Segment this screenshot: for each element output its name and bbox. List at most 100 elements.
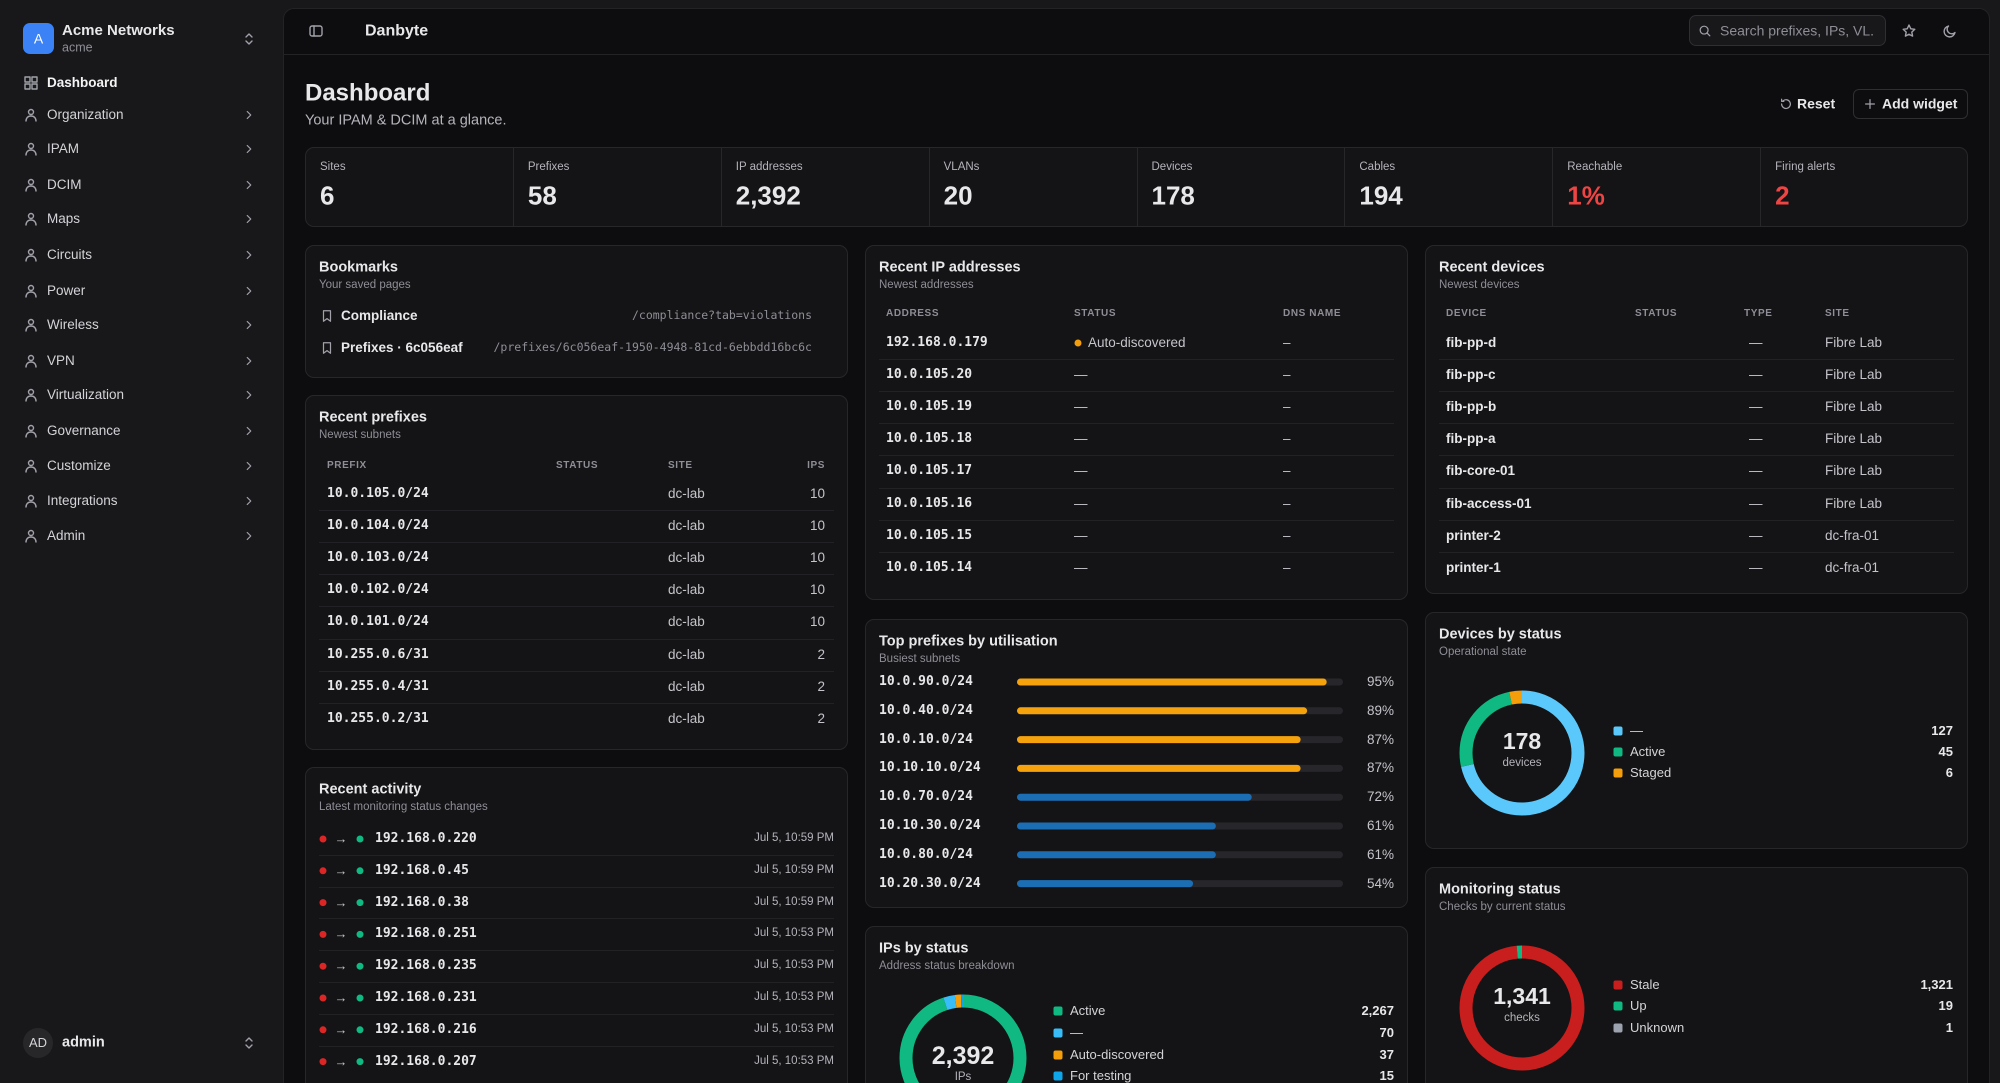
ip-address: 192.168.0.207: [375, 1053, 477, 1069]
dns-name: –: [1283, 495, 1291, 511]
row-divider: [319, 702, 834, 704]
device-site: Fibre Lab: [1825, 463, 1883, 479]
bar: [1017, 764, 1301, 772]
user-initials[interactable]: AD: [28, 1035, 48, 1051]
search-placeholder[interactable]: Search prefixes, IPs, VL.: [1720, 22, 1875, 39]
add-icon: [1863, 97, 1877, 116]
nav-item[interactable]: IPAM: [47, 140, 80, 156]
ip-count: 10: [809, 614, 825, 630]
prefix: 10.0.103.0/24: [327, 550, 429, 566]
device-type: —: [1749, 334, 1763, 350]
nav-item[interactable]: Governance: [47, 422, 121, 438]
bar: [1017, 793, 1252, 801]
bar-value-label: 87%: [1366, 760, 1394, 776]
bar-value-label: 89%: [1366, 702, 1394, 718]
legend-label: Staged: [1630, 765, 1672, 781]
nav-icon: [23, 493, 39, 514]
nav-item[interactable]: DCIM: [47, 176, 82, 192]
device-site: dc-fra-01: [1825, 559, 1880, 575]
device-name: fib-pp-b: [1446, 399, 1497, 415]
ip-status: Auto-discovered: [1088, 334, 1186, 350]
dns-name: –: [1283, 367, 1291, 382]
nav-item[interactable]: Wireless: [47, 316, 99, 332]
device-name: fib-pp-c: [1446, 367, 1496, 382]
nav-item[interactable]: VPN: [47, 352, 75, 368]
card-title: Devices by status: [1439, 626, 1562, 643]
ip-address: 10.0.105.15: [886, 527, 973, 543]
bookmark-name[interactable]: Prefixes · 6c056eaf: [341, 339, 463, 355]
stat-divider: [1760, 148, 1762, 226]
legend-swatch: [1613, 747, 1623, 757]
transition-arrow: →: [334, 990, 348, 1006]
stat-divider: [720, 148, 722, 226]
row-divider: [319, 918, 834, 920]
search-box[interactable]: [1689, 15, 1886, 46]
row-divider: [879, 359, 1394, 361]
column-header: TYPE: [1744, 308, 1773, 319]
device-site: Fibre Lab: [1825, 334, 1883, 350]
org-avatar[interactable]: [23, 23, 54, 54]
add-widget-button[interactable]: [1853, 89, 1968, 119]
card-title: IPs by status: [879, 940, 969, 957]
org-name[interactable]: Acme Networks: [62, 22, 175, 39]
legend-swatch: [1613, 1023, 1623, 1033]
ip-address: 192.168.0.235: [375, 958, 477, 974]
nav-item[interactable]: Circuits: [47, 246, 93, 262]
row-divider: [319, 574, 834, 576]
legend-swatch: [1613, 768, 1623, 778]
nav-item[interactable]: Customize: [47, 457, 111, 473]
timestamp: Jul 5, 10:53 PM: [754, 927, 834, 940]
site: dc-lab: [668, 550, 705, 566]
topbar-divider: [283, 54, 1990, 55]
stat-label: Cables: [1359, 161, 1396, 174]
nav-item[interactable]: Organization: [47, 106, 124, 122]
bookmark-path[interactable]: /prefixes/6c056eaf-1950-4948-81cd-6ebbdd…: [493, 340, 813, 355]
donut-segment: [1459, 690, 1585, 816]
status-from-dot: [319, 930, 327, 938]
stat-divider: [512, 148, 514, 226]
donut-total: 178: [1502, 728, 1542, 755]
legend-label: Active: [1630, 744, 1666, 760]
reset-label[interactable]: Reset: [1797, 95, 1836, 112]
donut-segment: [899, 994, 1027, 1083]
timestamp: Jul 5, 10:59 PM: [754, 895, 834, 908]
nav-item[interactable]: Integrations: [47, 492, 118, 508]
ip-count: 2: [817, 710, 825, 726]
add-widget-label[interactable]: Add widget: [1882, 95, 1958, 112]
dns-name: –: [1283, 527, 1291, 543]
status-from-dot: [319, 994, 327, 1002]
status-to-dot: [356, 1058, 364, 1066]
row-divider: [879, 455, 1394, 457]
bookmark-path[interactable]: /compliance?tab=violations: [631, 308, 812, 323]
nav-chevron: [242, 178, 256, 197]
bar-label: 10.0.70.0/24: [879, 789, 973, 805]
legend-swatch: [1053, 1071, 1063, 1081]
nav-item[interactable]: Virtualization: [47, 386, 125, 402]
org-initial[interactable]: A: [33, 30, 44, 47]
theme-button: [1942, 23, 1958, 44]
page-title: Dashboard: [305, 79, 431, 107]
legend-value: 6: [1945, 765, 1953, 781]
legend-label: —: [1630, 723, 1643, 739]
stat-value: 6: [320, 180, 335, 211]
bookmark-name[interactable]: Compliance: [341, 307, 418, 323]
row-divider: [319, 886, 834, 888]
legend-label: Stale: [1630, 977, 1660, 993]
bar: [1017, 880, 1194, 888]
row-divider: [879, 391, 1394, 393]
device-site: Fibre Lab: [1825, 495, 1883, 511]
org-switch: [241, 31, 257, 52]
bar: [1017, 736, 1301, 744]
nav-item[interactable]: Dashboard: [47, 74, 118, 90]
legend-value: 70: [1379, 1025, 1394, 1041]
legend-label: —: [1070, 1025, 1083, 1041]
nav-item[interactable]: Power: [47, 282, 86, 298]
user-name[interactable]: admin: [62, 1034, 105, 1051]
nav-item[interactable]: Admin: [47, 527, 86, 543]
bar-label: 10.0.10.0/24: [879, 731, 973, 747]
status-to-dot: [356, 994, 364, 1002]
timestamp: Jul 5, 10:53 PM: [754, 959, 834, 972]
nav-item[interactable]: Maps: [47, 210, 81, 226]
prefix: 10.255.0.4/31: [327, 678, 429, 694]
